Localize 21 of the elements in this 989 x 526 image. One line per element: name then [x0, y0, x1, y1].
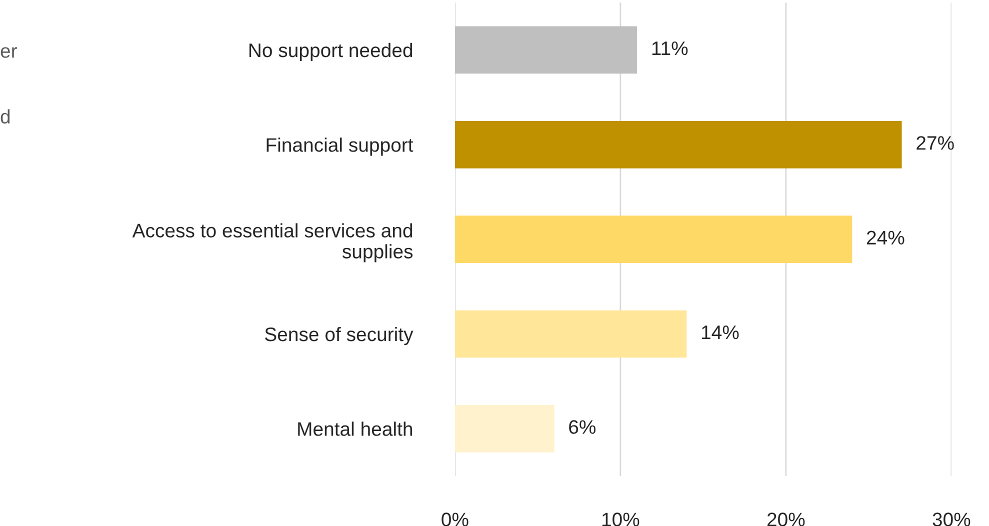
data-label: 6% — [569, 420, 596, 434]
data-label: 11% — [652, 42, 688, 56]
y-tick-label: Mental health — [298, 422, 412, 436]
data-label: 14% — [702, 326, 739, 340]
y-tick-label: Financial support — [266, 138, 414, 156]
bar — [454, 120, 902, 168]
x-tick-label: 0% — [442, 512, 468, 526]
data-label: 27% — [916, 136, 954, 150]
bar — [454, 26, 637, 74]
y-tick-label: Access to essential services and supplies — [132, 223, 413, 262]
data-label: 24% — [866, 230, 904, 244]
bar — [454, 405, 554, 452]
x-tick-label: 20% — [767, 512, 805, 526]
y-tick-label: Sense of security — [265, 326, 414, 346]
text: d — [0, 109, 10, 124]
bar — [454, 216, 852, 263]
x-tick-label: 30% — [932, 512, 970, 526]
bar — [454, 310, 687, 358]
y-tick-label: No support needed — [249, 42, 412, 62]
x-tick-label: 10% — [602, 512, 640, 526]
text: er — [0, 47, 17, 58]
